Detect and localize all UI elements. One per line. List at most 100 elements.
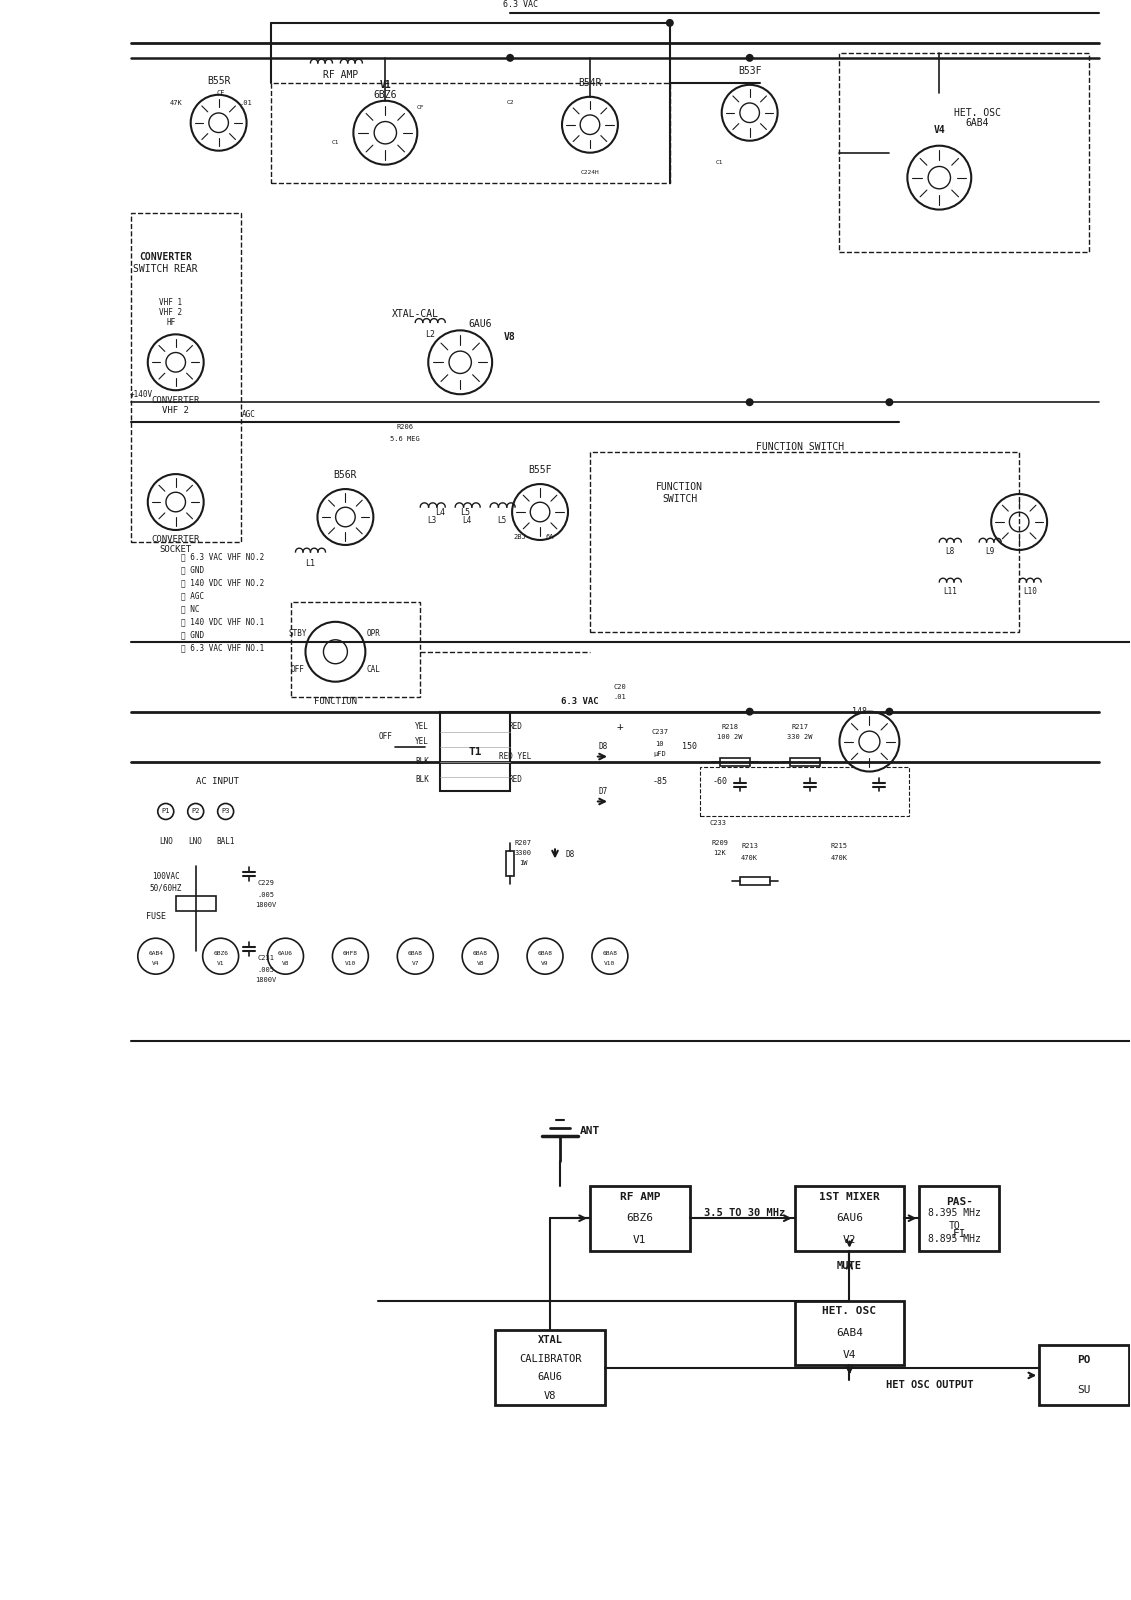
Text: R209: R209 xyxy=(711,840,728,846)
Text: T1: T1 xyxy=(468,747,482,757)
Bar xyxy=(795,1301,905,1365)
Bar xyxy=(291,602,421,696)
Text: V1: V1 xyxy=(380,80,391,90)
Text: 6AU6: 6AU6 xyxy=(468,320,492,330)
Text: C229: C229 xyxy=(257,880,274,886)
Text: 6AU6: 6AU6 xyxy=(537,1373,562,1382)
Text: RF AMP: RF AMP xyxy=(620,1192,661,1202)
Text: OFF: OFF xyxy=(291,666,304,674)
Text: C20: C20 xyxy=(613,683,627,690)
Text: PAS-: PAS- xyxy=(946,1197,973,1206)
Text: CF: CF xyxy=(416,106,424,110)
Text: ANT: ANT xyxy=(580,1126,601,1136)
Text: 2BJ: 2BJ xyxy=(513,534,526,539)
Circle shape xyxy=(745,54,753,62)
Text: V9: V9 xyxy=(542,960,549,966)
Text: XTAL-CAL: XTAL-CAL xyxy=(391,309,439,320)
Circle shape xyxy=(148,474,204,530)
Text: 6BZ6: 6BZ6 xyxy=(627,1213,654,1224)
Text: YEL: YEL xyxy=(415,722,429,731)
Text: 470K: 470K xyxy=(741,856,758,861)
Text: V1: V1 xyxy=(633,1235,647,1245)
Text: 47K: 47K xyxy=(170,99,182,106)
Text: OPR: OPR xyxy=(366,629,380,638)
Text: 150: 150 xyxy=(682,742,698,750)
Bar xyxy=(789,757,820,765)
Text: SU: SU xyxy=(1078,1386,1090,1395)
Text: B53F: B53F xyxy=(737,66,761,75)
Text: C1: C1 xyxy=(716,160,724,165)
Text: 6BZ6: 6BZ6 xyxy=(373,90,397,99)
Text: OFF: OFF xyxy=(379,733,392,741)
Text: L3: L3 xyxy=(428,515,437,525)
Text: SOCKET: SOCKET xyxy=(159,546,192,555)
Circle shape xyxy=(527,938,563,974)
Text: 10: 10 xyxy=(656,741,664,747)
Text: 6.3 VAC: 6.3 VAC xyxy=(561,698,598,706)
Text: V1: V1 xyxy=(217,960,224,966)
Text: D8: D8 xyxy=(566,850,575,859)
Text: 1W: 1W xyxy=(519,861,527,866)
Circle shape xyxy=(157,803,174,819)
Circle shape xyxy=(217,803,234,819)
Text: L4: L4 xyxy=(435,507,446,517)
Text: 6A: 6A xyxy=(546,534,554,539)
Circle shape xyxy=(429,330,492,394)
Text: R218: R218 xyxy=(722,723,739,730)
Text: CF: CF xyxy=(216,90,225,96)
Text: 100VAC: 100VAC xyxy=(152,872,180,882)
Text: 6AB4: 6AB4 xyxy=(836,1328,863,1338)
Circle shape xyxy=(191,94,247,150)
Text: R213: R213 xyxy=(741,843,758,850)
Text: -60: -60 xyxy=(713,778,727,786)
Text: ① 6.3 VAC VHF NO.2: ① 6.3 VAC VHF NO.2 xyxy=(181,552,264,562)
Text: VHF 2: VHF 2 xyxy=(162,406,189,414)
Text: 6AU6: 6AU6 xyxy=(278,950,293,955)
Text: V2: V2 xyxy=(843,1235,856,1245)
Circle shape xyxy=(562,96,618,152)
Text: L2: L2 xyxy=(425,330,435,339)
Text: 50/60HZ: 50/60HZ xyxy=(149,883,182,893)
Text: L9: L9 xyxy=(985,547,995,557)
Text: HET. OSC: HET. OSC xyxy=(822,1306,877,1317)
Text: CONVERTER: CONVERTER xyxy=(139,253,192,262)
Text: .01: .01 xyxy=(240,99,252,106)
Text: C1: C1 xyxy=(331,141,339,146)
Text: P3: P3 xyxy=(222,808,230,814)
Text: 8.895 MHz: 8.895 MHz xyxy=(927,1234,981,1245)
Circle shape xyxy=(592,938,628,974)
Text: 5.6 MEG: 5.6 MEG xyxy=(390,437,421,442)
Text: BAL1: BAL1 xyxy=(216,837,235,846)
Text: V8: V8 xyxy=(504,333,516,342)
Text: V10: V10 xyxy=(604,960,615,966)
Circle shape xyxy=(202,938,239,974)
Circle shape xyxy=(886,707,893,715)
Text: C233: C233 xyxy=(710,821,727,827)
Text: B55R: B55R xyxy=(207,75,231,86)
Bar xyxy=(719,757,750,765)
Circle shape xyxy=(907,146,972,210)
Text: RED YEL: RED YEL xyxy=(499,752,532,762)
Circle shape xyxy=(333,938,369,974)
Text: D8: D8 xyxy=(598,742,607,750)
Text: 6BA8: 6BA8 xyxy=(408,950,423,955)
Bar xyxy=(839,53,1089,253)
Circle shape xyxy=(745,707,753,715)
Text: P1: P1 xyxy=(162,808,170,814)
Text: HET. OSC: HET. OSC xyxy=(953,107,1001,118)
Text: FUNCTION: FUNCTION xyxy=(656,482,703,493)
Bar xyxy=(1039,1346,1129,1405)
Text: RF AMP: RF AMP xyxy=(322,70,359,80)
Bar xyxy=(700,766,909,816)
Text: V4: V4 xyxy=(933,125,946,134)
Text: L5: L5 xyxy=(460,507,470,517)
Text: B54R: B54R xyxy=(578,78,602,88)
Text: 100 2W: 100 2W xyxy=(717,734,742,739)
Text: L4: L4 xyxy=(463,515,472,525)
Circle shape xyxy=(353,101,417,165)
Circle shape xyxy=(666,19,674,27)
Text: VHF 1: VHF 1 xyxy=(159,298,182,307)
Text: .01: .01 xyxy=(613,694,627,699)
Text: C237: C237 xyxy=(651,728,668,734)
Circle shape xyxy=(305,622,365,682)
